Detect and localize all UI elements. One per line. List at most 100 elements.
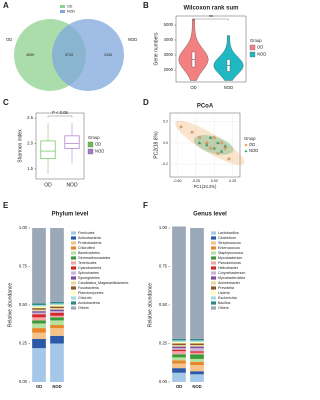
bar-segment — [172, 226, 186, 339]
bar-segment — [50, 317, 64, 321]
bar-segment — [32, 317, 46, 321]
legend-label: Helicobacter — [218, 266, 239, 270]
bar-segment — [32, 338, 46, 349]
bar-segment — [50, 328, 64, 336]
box — [40, 140, 56, 160]
x-tick-label: NOD — [66, 182, 78, 188]
legend-label: Others — [78, 306, 89, 310]
bar-segment — [50, 308, 64, 310]
legend-swatch — [87, 148, 94, 155]
bar-segment — [172, 349, 186, 352]
legend-swatch — [211, 301, 216, 305]
legend-label: Prevotella — [218, 286, 234, 290]
bar-segment — [190, 352, 204, 355]
legend-label: Proteobacteria — [78, 241, 101, 245]
legend-swatch — [71, 286, 76, 290]
y-tick-label: 0.50 — [19, 302, 28, 307]
x-tick-label: OD — [176, 384, 182, 389]
bar-segment — [50, 311, 64, 313]
bar-segment — [172, 363, 186, 369]
legend-swatch — [71, 251, 76, 255]
bar-segment — [50, 303, 64, 305]
chart-title: PCoA — [197, 104, 214, 110]
bar-segment — [32, 332, 46, 339]
y-axis-label: Relative abundance — [7, 283, 13, 327]
point — [212, 146, 216, 150]
y-tick-label: 1.5 — [27, 166, 33, 171]
panel-letter: B — [143, 1, 149, 10]
legend-label: Mycobacteroides — [218, 276, 245, 280]
bar-segment — [32, 308, 46, 310]
set-label: OD — [6, 37, 12, 42]
bar-segment — [50, 315, 64, 318]
point — [227, 157, 231, 161]
point — [219, 149, 224, 153]
legend-label: NOD — [67, 9, 75, 13]
panel-letter: D — [143, 98, 149, 107]
legend-swatch — [211, 276, 216, 280]
bar-segment — [50, 305, 64, 307]
point — [216, 152, 220, 155]
plot-frame — [35, 112, 85, 180]
region-count: 4599 — [26, 53, 34, 57]
point — [223, 146, 227, 150]
bar-segment — [32, 311, 46, 313]
bar-segment — [50, 320, 64, 326]
legend-swatch — [211, 291, 216, 295]
y-tick-label: 0.2 — [163, 119, 168, 123]
bar-segment — [190, 371, 204, 375]
legend-title: Group — [250, 38, 262, 43]
y-tick-label: -0.2 — [162, 162, 168, 166]
legend-title: Group — [244, 136, 256, 141]
legend-label: NOD — [257, 52, 266, 57]
point — [179, 125, 183, 129]
region-count: 2345 — [104, 53, 112, 57]
legend-swatch — [87, 141, 94, 148]
legend-title: Group — [88, 135, 100, 140]
legend-swatch — [71, 231, 76, 235]
bar-segment — [32, 314, 46, 318]
legend-swatch — [211, 241, 216, 245]
violin — [178, 18, 209, 81]
legend-label: Clostridium — [218, 236, 236, 240]
legend-label: Listeria — [218, 291, 230, 295]
bar-segment — [172, 368, 186, 373]
bar-segment — [172, 372, 186, 382]
x-tick-label: OD — [190, 85, 196, 90]
y-tick-label: 0.25 — [19, 341, 28, 346]
y-tick-label: 0.75 — [159, 264, 168, 269]
legend-swatch — [211, 261, 216, 265]
chart-title: Wilcoxon rank sum — [184, 6, 239, 12]
panel-letter: F — [143, 201, 148, 210]
bar-segment — [32, 348, 46, 382]
legend-swatch — [249, 44, 256, 51]
bar-segment — [172, 357, 186, 361]
legend-swatch — [71, 301, 76, 305]
legend-label: Bacteroidetes — [78, 251, 100, 255]
y-tick-label: 0.25 — [159, 341, 168, 346]
y-axis-label: Shannon index — [17, 129, 23, 163]
y-axis-label: Relative abundance — [147, 283, 153, 327]
plot-bg — [169, 112, 241, 178]
legend-label: Spirochaetes — [78, 271, 99, 275]
legend-label: Others — [218, 306, 229, 310]
bar-segment — [50, 309, 64, 312]
significance-bracket — [47, 115, 73, 118]
point — [190, 130, 194, 134]
legend-label: OD — [67, 4, 73, 8]
point — [209, 146, 212, 150]
bar-segment — [172, 354, 186, 358]
legend-label: Lactobacillus — [218, 231, 239, 235]
panel-letter: A — [3, 1, 9, 10]
legend-label: OD — [257, 45, 263, 50]
bar-segment — [50, 306, 64, 309]
x-tick-label: NOD — [52, 384, 61, 389]
y-tick-label: 2.0 — [27, 141, 33, 146]
legend-swatch — [211, 246, 216, 250]
legend-label: Mycobacterium — [218, 256, 242, 260]
bar-segment — [50, 312, 64, 316]
legend-label: Cyanobacteria — [78, 266, 101, 270]
bar-segment — [50, 343, 64, 382]
y-tick-label: 5000 — [164, 22, 174, 27]
y-tick-label: 0.00 — [19, 379, 28, 384]
